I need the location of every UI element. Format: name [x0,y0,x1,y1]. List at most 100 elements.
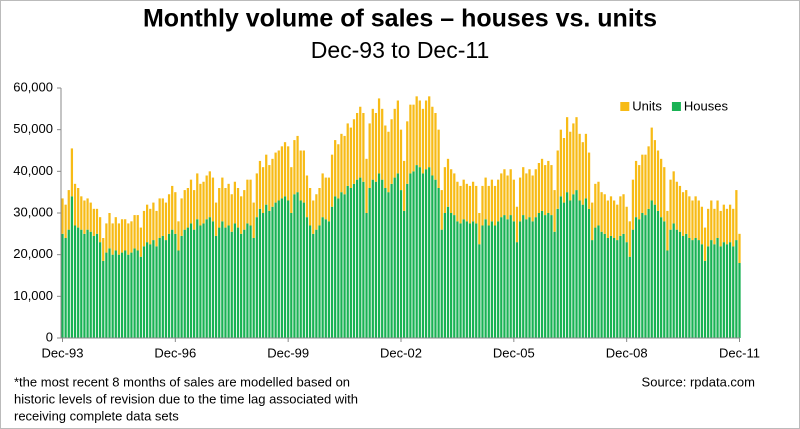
bar-segment [246,179,249,224]
bar-segment [616,204,619,241]
bar-segment [111,223,114,255]
bar-segment [124,219,127,251]
bar-segment [528,169,531,218]
bar-segment [638,219,641,338]
bar-segment [177,250,180,338]
bar-segment [625,242,628,338]
bar-segment [252,202,255,238]
bar-segment [390,183,393,338]
bar-segment [703,227,707,261]
bar-segment [95,233,99,338]
bar-segment [453,173,456,216]
bar-segment [287,146,290,201]
bar-segment [193,190,196,230]
bar-segment [669,229,672,338]
bar-segment [685,233,688,338]
bar-segment [377,173,381,338]
bar-segment [722,242,725,338]
chart-subtitle: Dec-93 to Dec-11 [311,37,490,63]
bar-segment [196,219,199,338]
bar-segment [86,229,89,338]
bar-segment [591,202,594,241]
bar-segment [92,235,95,338]
bar-segment [224,188,227,228]
bar-segment [355,179,359,338]
bar-segment [180,235,183,338]
bar-segment [224,227,227,338]
bar-segment [446,206,450,338]
legend-swatch [671,102,681,111]
bar-segment [349,127,352,188]
bar-segment [318,188,321,226]
bar-segment [105,252,108,338]
bar-segment [327,177,331,222]
bar-segment [540,158,544,211]
bar-segment [296,135,299,193]
bar-segment [716,238,719,338]
bar-segment [424,100,428,170]
bar-segment [359,106,362,178]
bar-segment [450,169,453,213]
bar-segment [694,196,697,238]
bar-segment [622,233,625,338]
bar-segment [484,219,487,338]
bar-segment [663,167,666,222]
bar-segment [155,210,158,247]
bar-segment [547,160,550,213]
x-tick-label: Dec-08 [606,345,648,360]
bar-segment [697,200,700,241]
bar-segment [227,225,230,338]
bar-segment [713,244,716,338]
bar-segment [171,185,174,230]
bar-segment [183,190,186,230]
bar-segment [315,229,318,338]
bar-segment [130,252,133,338]
bar-segment [277,150,280,201]
bar-segment [569,200,572,338]
bar-segment [525,173,528,220]
bar-segment [534,169,537,218]
bar-segment [258,208,262,338]
bar-segment [728,242,732,338]
bar-segment [660,217,663,338]
bar-segment [362,113,365,182]
x-tick-label: Dec-05 [493,345,535,360]
bar-segment [102,238,105,261]
bar-segment [443,213,447,338]
bar-segment [556,150,559,209]
bar-segment [500,173,503,218]
bar-segment [321,173,324,218]
bar-segment [130,221,133,253]
bar-segment [459,223,462,338]
bar-segment [663,221,666,338]
bar-segment [261,213,265,338]
bar-segment [139,256,142,338]
bar-segment [240,233,243,338]
bar-segment [108,248,111,338]
bar-segment [396,100,399,174]
bar-segment [644,154,647,216]
bar-segment [415,165,418,338]
bar-segment [681,192,685,236]
bar-segment [211,177,215,222]
bar-segment [161,235,164,338]
bar-segment [346,123,349,186]
bar-segment [334,196,337,338]
bar-segment [672,223,675,338]
bar-segment [584,198,588,338]
bar-segment [283,196,287,338]
bar-segment [80,229,83,338]
bar-segment [622,194,625,234]
bar-segment [255,173,258,218]
bar-segment [120,219,124,253]
footnote: receiving complete data sets [14,408,179,423]
bar-segment [114,250,117,338]
bar-segment [352,183,356,338]
x-tick-label: Dec-99 [267,345,309,360]
bar-segment [446,158,450,207]
bar-segment [406,183,409,338]
bar-segment [390,119,393,184]
bar-segment [613,238,616,338]
bar-segment [171,229,174,338]
bar-segment [403,210,406,338]
